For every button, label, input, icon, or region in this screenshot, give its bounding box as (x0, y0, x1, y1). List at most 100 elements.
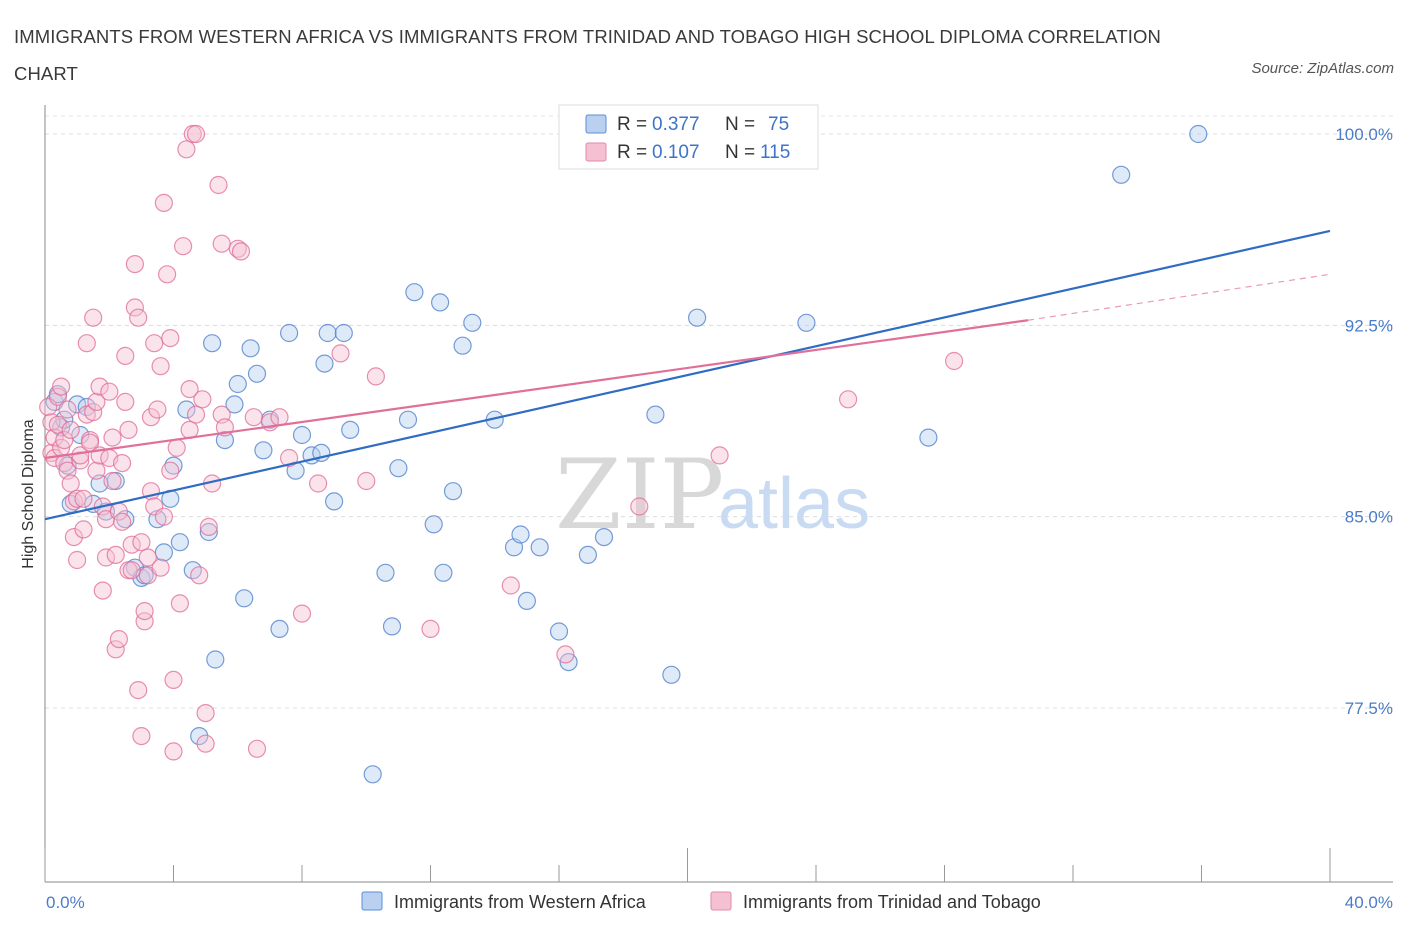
points-layer (39, 124, 1208, 784)
point-trinidad-tobago (154, 193, 173, 212)
point-western-africa (190, 726, 209, 746)
point-trinidad-tobago (190, 566, 209, 585)
legend-n-value-1: 75 (768, 114, 789, 135)
point-trinidad-tobago (84, 308, 103, 327)
legend-swatch-pink (585, 142, 607, 162)
point-western-africa (341, 420, 360, 439)
point-trinidad-tobago (280, 448, 299, 468)
point-western-africa (225, 395, 244, 414)
point-trinidad-tobago (167, 438, 186, 457)
point-trinidad-tobago (58, 400, 77, 419)
point-trinidad-tobago (112, 454, 132, 473)
point-trinidad-tobago (244, 408, 263, 427)
point-trinidad-tobago (116, 392, 135, 411)
series-legend: Immigrants from Western Africa Immigrant… (361, 891, 1041, 912)
point-trinidad-tobago (132, 726, 151, 746)
x-tick-label-max: 40.0% (1345, 893, 1393, 912)
y-tick-label: 100.0% (1335, 125, 1393, 144)
point-trinidad-tobago (51, 377, 71, 396)
point-trinidad-tobago (122, 561, 141, 580)
series-legend-label-pink: Immigrants from Trinidad and Tobago (743, 892, 1041, 912)
point-trinidad-tobago (170, 594, 189, 613)
point-western-africa (1189, 124, 1208, 144)
trend-layer (44, 229, 1331, 521)
point-western-africa (389, 459, 408, 478)
legend-n-label-2: N = (725, 142, 755, 163)
point-trinidad-tobago (103, 471, 122, 491)
point-western-africa (687, 308, 707, 327)
point-trinidad-tobago (357, 471, 376, 491)
point-western-africa (434, 563, 453, 582)
point-trinidad-tobago (132, 533, 151, 552)
point-trinidad-tobago (556, 645, 575, 664)
point-trinidad-tobago (148, 400, 167, 419)
point-trinidad-tobago (145, 334, 164, 353)
point-trinidad-tobago (129, 308, 148, 327)
point-western-africa (646, 405, 665, 424)
point-trinidad-tobago (71, 446, 90, 465)
point-trinidad-tobago (421, 619, 440, 639)
point-trinidad-tobago (61, 474, 80, 493)
point-trinidad-tobago (93, 581, 112, 600)
point-trinidad-tobago (710, 446, 729, 465)
point-trinidad-tobago (77, 334, 96, 353)
point-western-africa (254, 441, 273, 460)
point-western-africa (318, 323, 337, 343)
point-western-africa (315, 354, 334, 373)
point-western-africa (549, 622, 569, 641)
point-trinidad-tobago (158, 265, 177, 284)
point-trinidad-tobago (270, 408, 289, 427)
point-trinidad-tobago (100, 382, 119, 401)
point-trinidad-tobago (109, 629, 129, 649)
point-trinidad-tobago (64, 527, 84, 547)
point-trinidad-tobago (125, 255, 144, 274)
point-western-africa (206, 650, 225, 669)
point-western-africa (1112, 165, 1131, 184)
axes (44, 105, 1393, 883)
point-trinidad-tobago (106, 545, 125, 565)
point-trinidad-tobago (138, 548, 157, 567)
point-trinidad-tobago (193, 390, 212, 409)
point-trinidad-tobago (212, 234, 231, 253)
point-trinidad-tobago (501, 576, 520, 595)
point-western-africa (919, 428, 938, 447)
point-trinidad-tobago (151, 357, 170, 376)
legend-r-label-2: R = (617, 142, 647, 163)
point-western-africa (363, 765, 382, 784)
point-western-africa (228, 374, 247, 394)
point-western-africa (797, 313, 816, 332)
y-axis-label: High School Diploma (20, 419, 37, 569)
point-trinidad-tobago (186, 405, 206, 424)
point-western-africa (203, 334, 222, 353)
point-trinidad-tobago (87, 392, 106, 411)
series-legend-swatch-pink (710, 891, 732, 911)
point-western-africa (463, 313, 482, 332)
legend-n-label-1: N = (725, 114, 755, 135)
chart-title: IMMIGRANTS FROM WESTERN AFRICA VS IMMIGR… (14, 26, 1161, 84)
point-trinidad-tobago (231, 242, 251, 261)
point-trinidad-tobago (161, 329, 180, 348)
point-trinidad-tobago (48, 387, 68, 406)
point-western-africa (431, 293, 450, 312)
y-tick-labels: 77.5% 85.0% 92.5% 100.0% (1335, 125, 1393, 718)
point-trinidad-tobago (154, 507, 173, 526)
y-tick-label: 92.5% (1345, 316, 1393, 335)
point-western-africa (376, 563, 395, 582)
point-trinidad-tobago (125, 298, 144, 317)
legend-n-value-2: 115 (760, 142, 790, 163)
point-western-africa (235, 589, 254, 608)
point-trinidad-tobago (180, 380, 199, 399)
trend-line-trinidad-tobago-extension (1027, 273, 1331, 321)
point-trinidad-tobago (164, 742, 183, 761)
legend-r-value-2: 0.107 (652, 142, 700, 163)
point-western-africa (177, 400, 196, 419)
point-trinidad-tobago (177, 140, 196, 159)
point-trinidad-tobago (67, 489, 87, 508)
source-label: Source: ZipAtlas.com (1251, 60, 1394, 77)
point-western-africa (517, 591, 537, 611)
point-trinidad-tobago (228, 239, 247, 258)
point-trinidad-tobago (186, 124, 206, 144)
point-western-africa (280, 323, 299, 343)
point-western-africa (578, 545, 598, 565)
